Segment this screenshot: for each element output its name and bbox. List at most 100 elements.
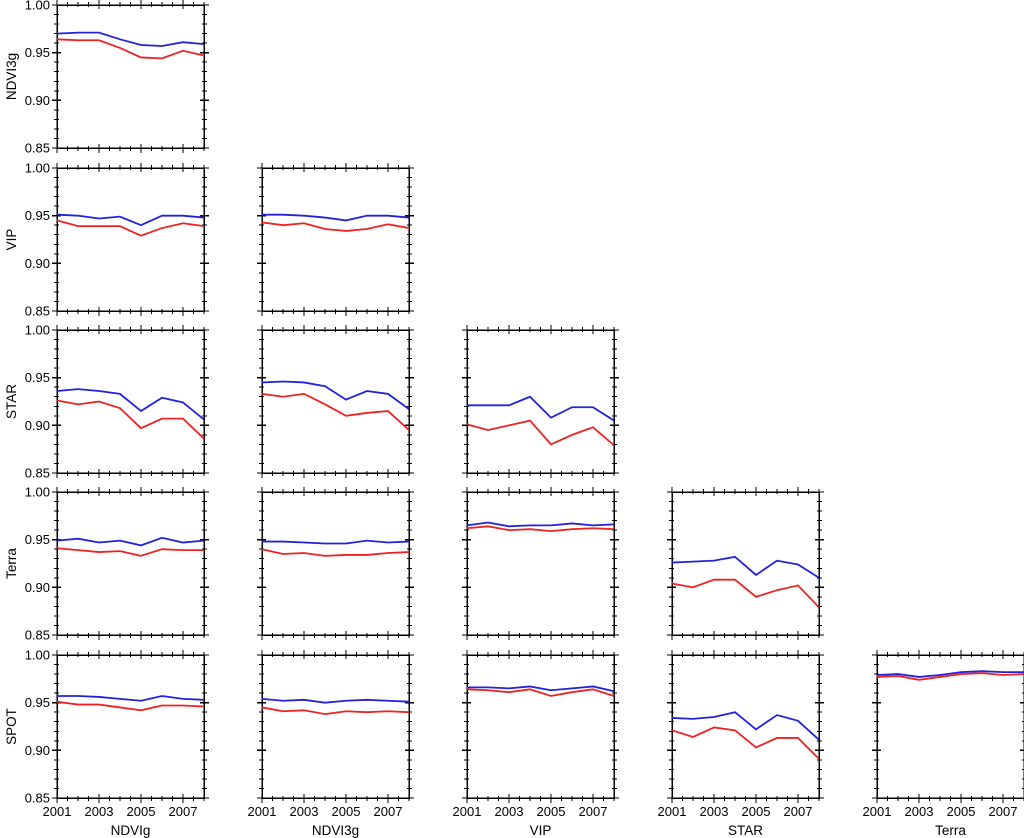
x-tick-label: 2007: [169, 804, 198, 819]
y-tick-label: 0.95: [25, 695, 50, 710]
data-line-red: [876, 672, 1024, 681]
x-tick-label: 2007: [989, 804, 1018, 819]
col-axis-title: Terra: [935, 823, 966, 838]
col-axis-title: STAR: [728, 823, 763, 838]
x-tick-label: 2003: [290, 804, 319, 819]
y-tick-label: 0.90: [25, 743, 50, 758]
data-line-red: [261, 221, 410, 232]
y-tick-label: 0.85: [25, 141, 50, 156]
data-line-red: [56, 38, 205, 60]
y-tick-label: 1.00: [25, 161, 50, 176]
data-line-blue: [261, 380, 410, 410]
row-axis-title: NDVI3g: [4, 53, 19, 100]
data-line-red: [56, 547, 204, 557]
x-tick-label: 2001: [863, 804, 892, 819]
data-line-red: [261, 548, 410, 557]
subplot-SPOT-vs-Terra: 2001 2003 2005 2007 Terra: [863, 650, 1024, 838]
row-axis-title: VIP: [4, 229, 19, 251]
data-line-red: [671, 726, 820, 760]
plot-frame: [466, 491, 615, 636]
plot-frame: [56, 167, 205, 312]
y-tick-label: 1.00: [25, 323, 50, 338]
x-tick-label: 2007: [579, 804, 608, 819]
x-tick-label: 2005: [332, 804, 361, 819]
x-tick-label: 2001: [43, 804, 72, 819]
y-tick-label: 0.90: [25, 580, 50, 595]
y-tick-label: 0.85: [25, 466, 50, 481]
data-line-blue: [262, 539, 410, 545]
x-tick-label: 2005: [127, 804, 156, 819]
x-tick-label: 2007: [374, 804, 403, 819]
data-line-red: [466, 419, 615, 447]
plot-frame: [261, 167, 410, 312]
subplot-Terra-vs-STAR: [667, 487, 824, 640]
data-line-red: [261, 392, 410, 431]
plot-frame: [261, 329, 410, 474]
col-axis-title: NDVIg: [111, 823, 151, 838]
x-tick-label: 2005: [537, 804, 566, 819]
y-tick-label: 0.95: [25, 370, 50, 385]
y-tick-label: 1.00: [25, 648, 50, 663]
data-line-blue: [56, 31, 205, 47]
plot-frame: [671, 654, 820, 799]
plot-frame: [56, 4, 205, 149]
subplot-NDVI3g-vs-NDVIg: 0.85 0.90 0.95 1.00 NDVI3g: [4, 0, 209, 156]
subplot-Terra-vs-NDVI3g: [257, 487, 414, 640]
data-line-blue: [467, 395, 615, 422]
subplot-Terra-vs-NDVIg: 0.85 0.90 0.95 1.00 Terra: [4, 485, 209, 643]
y-tick-label: 1.00: [25, 485, 50, 500]
subplot-VIP-vs-NDVI3g: [257, 163, 414, 316]
data-line-red: [466, 688, 615, 697]
y-tick-label: 0.90: [25, 93, 50, 108]
subplot-SPOT-vs-STAR: 2001 2003 2005 2007 STAR: [658, 650, 824, 838]
subplot-SPOT-vs-VIP: 2001 2003 2005 2007 VIP: [453, 650, 619, 838]
x-tick-label: 2001: [248, 804, 277, 819]
x-tick-label: 2001: [453, 804, 482, 819]
subplot-VIP-vs-NDVIg: 0.85 0.90 0.95 1.00 VIP: [4, 161, 209, 319]
x-tick-label: 2005: [742, 804, 771, 819]
data-line-red: [56, 700, 205, 712]
data-line-blue: [56, 388, 205, 421]
data-line-red: [56, 219, 205, 237]
x-tick-label: 2005: [947, 804, 976, 819]
x-tick-label: 2003: [495, 804, 524, 819]
x-tick-label: 2007: [784, 804, 813, 819]
data-line-blue: [261, 697, 410, 704]
data-line-blue: [56, 213, 205, 227]
x-tick-label: 2003: [700, 804, 729, 819]
data-line-red: [671, 578, 820, 608]
subplot-STAR-vs-NDVIg: 0.85 0.90 0.95 1.00 STAR: [4, 323, 209, 481]
subplot-STAR-vs-NDVI3g: [257, 325, 414, 478]
x-tick-label: 2003: [85, 804, 114, 819]
plot-frame: [56, 491, 205, 636]
plot-frame: [261, 654, 410, 799]
x-tick-label: 2003: [905, 804, 934, 819]
plot-frame: [466, 329, 615, 474]
col-axis-title: NDVI3g: [312, 823, 359, 838]
plot-frame: [466, 654, 615, 799]
subplot-SPOT-vs-NDVI3g: 2001 2003 2005 2007 NDVI3g: [248, 650, 414, 838]
col-axis-title: VIP: [530, 823, 552, 838]
y-tick-label: 0.95: [25, 208, 50, 223]
y-tick-label: 0.90: [25, 418, 50, 433]
row-axis-title: STAR: [4, 384, 19, 419]
data-line-red: [466, 525, 615, 532]
data-line-blue: [876, 670, 1024, 678]
y-tick-label: 0.85: [25, 628, 50, 643]
data-line-blue: [262, 213, 410, 222]
x-tick-label: 2001: [658, 804, 687, 819]
y-tick-label: 0.95: [25, 532, 50, 547]
plot-frame: [261, 491, 410, 636]
subplot-STAR-vs-VIP: [462, 325, 619, 478]
data-line-blue: [671, 711, 820, 741]
data-line-blue: [671, 555, 820, 579]
subplot-SPOT-vs-NDVIg: 0.85 0.90 0.95 1.00 SPOT 2001 2003 2005 2007 NDVI…: [4, 648, 209, 838]
data-line-blue: [466, 521, 615, 528]
data-line-red: [56, 399, 205, 440]
data-line-blue: [56, 536, 205, 547]
y-tick-label: 0.85: [25, 304, 50, 319]
y-tick-label: 0.95: [25, 45, 50, 60]
data-line-blue: [57, 695, 205, 702]
